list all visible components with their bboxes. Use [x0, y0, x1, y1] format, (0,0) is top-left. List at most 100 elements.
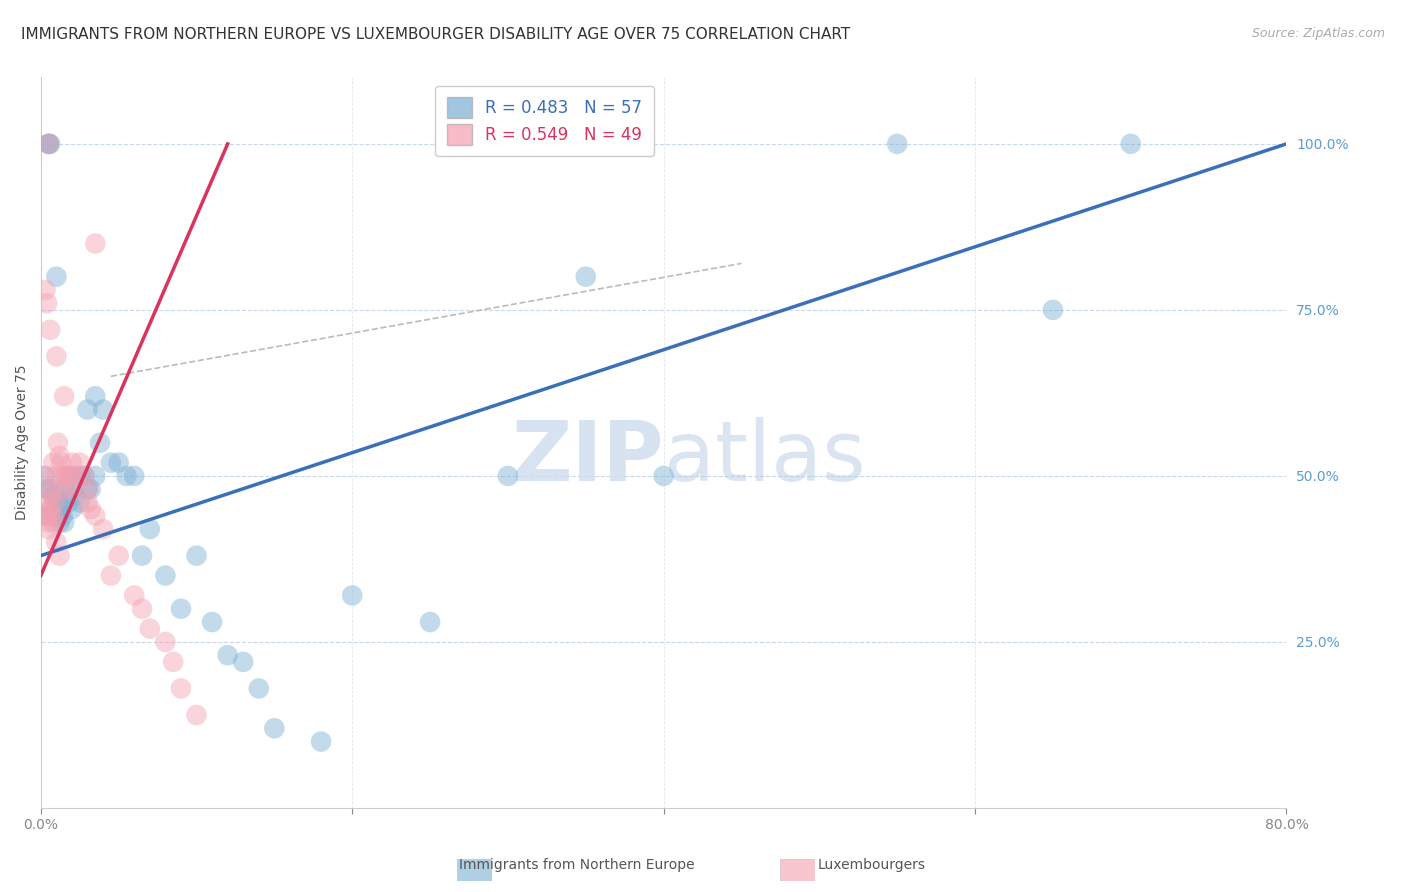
Point: [652, 469, 675, 483]
Point: [48, 549, 70, 563]
Point: [34, 469, 56, 483]
Point: [42, 508, 65, 523]
Point: [69, 495, 91, 509]
Point: [39, 502, 62, 516]
Point: [73, 469, 96, 483]
Point: [575, 269, 598, 284]
Point: [35, 508, 58, 523]
Point: [115, 469, 138, 483]
Point: [38, 522, 60, 536]
Point: [38, 136, 60, 151]
Point: [73, 469, 96, 483]
Point: [63, 469, 86, 483]
Point: [58, 495, 80, 509]
Point: [58, 469, 80, 483]
Point: [53, 482, 76, 496]
Point: [53, 516, 76, 530]
Point: [84, 236, 107, 251]
Point: [107, 549, 129, 563]
Point: [35, 482, 58, 496]
Point: [38, 136, 60, 151]
Point: [419, 615, 441, 629]
Point: [46, 435, 69, 450]
Point: [46, 495, 69, 509]
Point: [38, 136, 60, 151]
Point: [76, 482, 98, 496]
Point: [60, 456, 83, 470]
Text: Source: ZipAtlas.com: Source: ZipAtlas.com: [1251, 27, 1385, 40]
Point: [76, 495, 98, 509]
Point: [107, 456, 129, 470]
Point: [52, 469, 75, 483]
Point: [55, 469, 77, 483]
Point: [201, 615, 224, 629]
Point: [247, 681, 270, 696]
Point: [84, 508, 107, 523]
Point: [309, 734, 332, 748]
Point: [42, 489, 65, 503]
Point: [79, 502, 101, 516]
Point: [44, 495, 66, 509]
Point: [48, 449, 70, 463]
Point: [41, 489, 63, 503]
Point: [39, 323, 62, 337]
Point: [131, 549, 153, 563]
Point: [44, 508, 66, 523]
Point: [35, 508, 58, 523]
Text: IMMIGRANTS FROM NORTHERN EUROPE VS LUXEMBOURGER DISABILITY AGE OVER 75 CORRELATI: IMMIGRANTS FROM NORTHERN EUROPE VS LUXEM…: [21, 27, 851, 42]
Point: [55, 469, 77, 483]
Point: [45, 269, 67, 284]
Point: [100, 568, 122, 582]
Point: [48, 516, 70, 530]
Point: [91, 402, 114, 417]
Point: [89, 435, 111, 450]
Point: [45, 350, 67, 364]
Point: [84, 469, 107, 483]
Point: [886, 136, 908, 151]
Point: [232, 655, 254, 669]
Point: [162, 655, 184, 669]
Point: [34, 495, 56, 509]
Point: [32, 469, 55, 483]
Point: [263, 721, 285, 735]
Point: [53, 389, 76, 403]
Point: [84, 389, 107, 403]
Point: [131, 601, 153, 615]
Point: [186, 549, 208, 563]
Text: atlas: atlas: [664, 417, 865, 498]
Point: [49, 502, 72, 516]
Point: [34, 283, 56, 297]
Point: [45, 489, 67, 503]
Point: [52, 508, 75, 523]
Point: [41, 482, 63, 496]
Point: [35, 296, 58, 310]
Point: [155, 568, 177, 582]
Text: Luxembourgers: Luxembourgers: [818, 858, 925, 872]
Point: [76, 482, 98, 496]
Y-axis label: Disability Age Over 75: Disability Age Over 75: [15, 365, 30, 520]
Point: [63, 489, 86, 503]
Legend: R = 0.483   N = 57, R = 0.549   N = 49: R = 0.483 N = 57, R = 0.549 N = 49: [436, 86, 654, 156]
Text: Immigrants from Northern Europe: Immigrants from Northern Europe: [458, 858, 695, 872]
Point: [38, 516, 60, 530]
Point: [69, 469, 91, 483]
Point: [60, 482, 83, 496]
Point: [139, 522, 162, 536]
Point: [42, 456, 65, 470]
Point: [139, 622, 162, 636]
Point: [42, 516, 65, 530]
Point: [155, 635, 177, 649]
Point: [39, 136, 62, 151]
Point: [45, 535, 67, 549]
Point: [60, 482, 83, 496]
Point: [100, 456, 122, 470]
Point: [217, 648, 239, 663]
Point: [39, 482, 62, 496]
Text: ZIP: ZIP: [512, 417, 664, 498]
Point: [342, 589, 364, 603]
Point: [60, 469, 83, 483]
Point: [1119, 136, 1142, 151]
Point: [76, 402, 98, 417]
Point: [1042, 302, 1064, 317]
Point: [91, 522, 114, 536]
